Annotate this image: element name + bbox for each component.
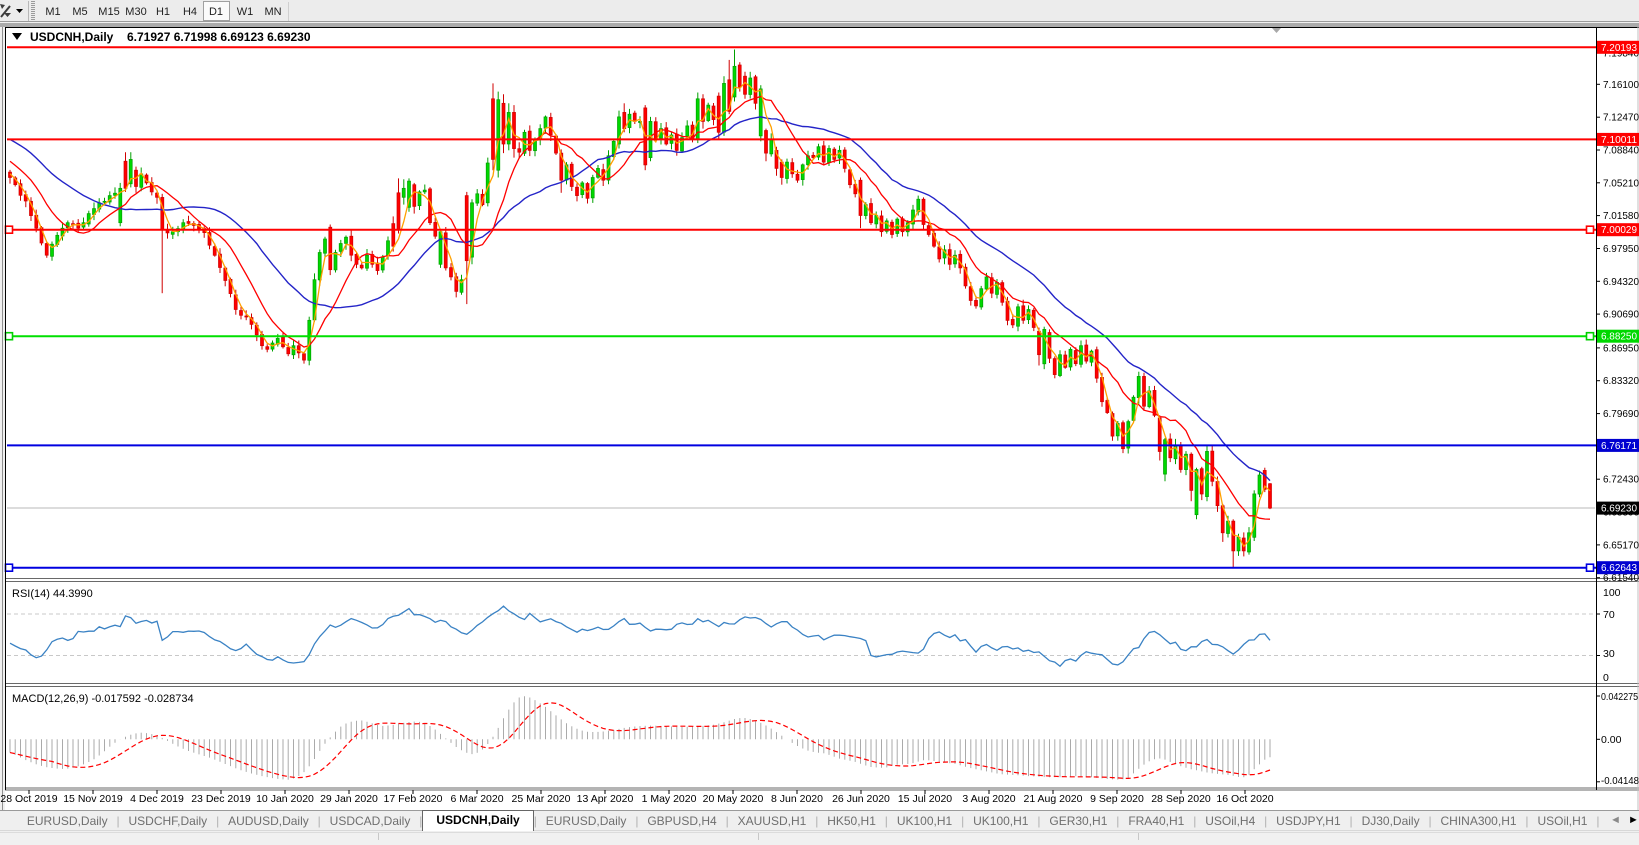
svg-text:15 Nov 2019: 15 Nov 2019 [63, 793, 123, 805]
svg-text:6.88250: 6.88250 [1601, 331, 1637, 343]
svg-text:6.71927 6.71998 6.69123 6.6923: 6.71927 6.71998 6.69123 6.69230 [127, 30, 311, 44]
svg-text:RSI(14) 44.3990: RSI(14) 44.3990 [12, 588, 93, 600]
svg-text:15 Jul 2020: 15 Jul 2020 [898, 793, 952, 805]
svg-text:7.00029: 7.00029 [1601, 224, 1637, 236]
svg-text:26 Jun 2020: 26 Jun 2020 [832, 793, 890, 805]
svg-text:28 Oct 2019: 28 Oct 2019 [0, 793, 57, 805]
svg-text:13 Apr 2020: 13 Apr 2020 [577, 793, 634, 805]
svg-text:MACD(12,26,9) -0.017592 -0.028: MACD(12,26,9) -0.017592 -0.028734 [12, 693, 194, 705]
svg-text:1 May 2020: 1 May 2020 [642, 793, 697, 805]
svg-text:7.05210: 7.05210 [1603, 177, 1639, 189]
svg-text:25 Mar 2020: 25 Mar 2020 [512, 793, 571, 805]
svg-text:28 Sep 2020: 28 Sep 2020 [1151, 793, 1211, 805]
svg-text:0.00: 0.00 [1601, 734, 1622, 746]
svg-text:23 Dec 2019: 23 Dec 2019 [191, 793, 251, 805]
svg-text:4 Dec 2019: 4 Dec 2019 [130, 793, 184, 805]
svg-text:21 Aug 2020: 21 Aug 2020 [1024, 793, 1083, 805]
svg-text:6.90690: 6.90690 [1603, 309, 1639, 321]
svg-text:8 Jun 2020: 8 Jun 2020 [771, 793, 823, 805]
svg-text:6.79690: 6.79690 [1603, 408, 1639, 420]
svg-text:17 Feb 2020: 17 Feb 2020 [384, 793, 443, 805]
svg-text:30: 30 [1603, 648, 1615, 660]
svg-text:7.12470: 7.12470 [1603, 112, 1639, 124]
svg-text:6.72430: 6.72430 [1603, 474, 1639, 486]
svg-text:6.76171: 6.76171 [1601, 440, 1637, 452]
svg-text:16 Oct 2020: 16 Oct 2020 [1216, 793, 1273, 805]
svg-text:29 Jan 2020: 29 Jan 2020 [320, 793, 378, 805]
svg-text:6.69230: 6.69230 [1601, 503, 1637, 515]
svg-text:9 Sep 2020: 9 Sep 2020 [1090, 793, 1144, 805]
svg-text:6.94320: 6.94320 [1603, 276, 1639, 288]
svg-text:-0.04148: -0.04148 [1601, 775, 1639, 787]
svg-text:6.61540: 6.61540 [1603, 572, 1639, 584]
svg-text:7.01580: 7.01580 [1603, 210, 1639, 222]
svg-text:6.97950: 6.97950 [1603, 243, 1639, 255]
svg-text:10 Jan 2020: 10 Jan 2020 [256, 793, 314, 805]
svg-text:0.042275: 0.042275 [1601, 691, 1638, 703]
svg-text:USDCNH,Daily: USDCNH,Daily [30, 30, 114, 44]
svg-text:7.08840: 7.08840 [1603, 145, 1639, 157]
svg-text:6 Mar 2020: 6 Mar 2020 [450, 793, 503, 805]
svg-text:7.10011: 7.10011 [1601, 134, 1637, 146]
svg-text:7.16100: 7.16100 [1603, 79, 1639, 91]
svg-text:70: 70 [1603, 609, 1615, 621]
svg-text:6.86950: 6.86950 [1603, 342, 1639, 354]
svg-text:6.65170: 6.65170 [1603, 539, 1639, 551]
svg-text:3 Aug 2020: 3 Aug 2020 [962, 793, 1015, 805]
svg-text:20 May 2020: 20 May 2020 [703, 793, 764, 805]
svg-text:100: 100 [1603, 587, 1621, 599]
svg-text:0: 0 [1603, 672, 1609, 684]
svg-text:6.83320: 6.83320 [1603, 375, 1639, 387]
svg-text:6.62643: 6.62643 [1601, 562, 1637, 574]
svg-text:7.20193: 7.20193 [1601, 42, 1637, 54]
